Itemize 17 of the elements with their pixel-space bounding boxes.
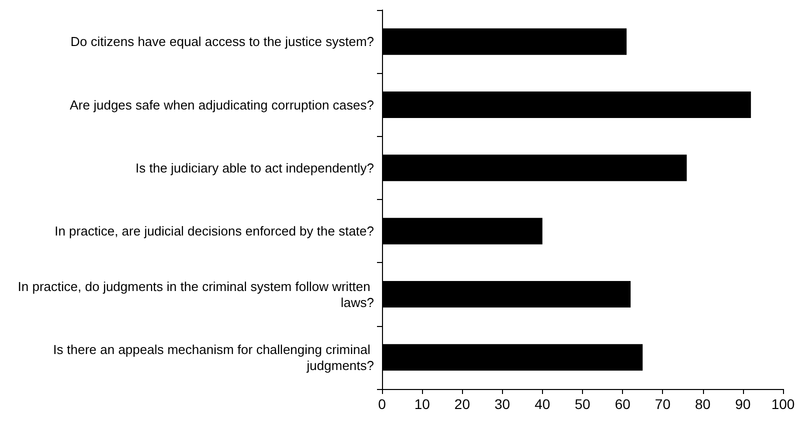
y-tick-label: In practice, do judgments in the criminal system follow written laws? xyxy=(18,278,374,310)
y-tick-label: Do citizens have equal access to the justice system? xyxy=(70,34,374,50)
x-tick-label: 80 xyxy=(695,396,711,412)
y-tick-label: In practice, are judicial decisions enforced by the state? xyxy=(54,224,374,239)
y-tick-label: Is the judiciary able to act independently? xyxy=(136,160,374,176)
x-tick-label: 30 xyxy=(494,396,510,412)
y-tick-label: Is there an appeals mechanism for challenging criminal judgments? xyxy=(53,342,374,373)
x-tick-label: 0 xyxy=(378,396,386,412)
x-tick-label: 50 xyxy=(574,396,590,412)
x-tick-label: 10 xyxy=(414,396,430,412)
x-tick-label: 100 xyxy=(771,396,795,412)
x-tick-label: 20 xyxy=(454,396,470,412)
x-tick-label: 40 xyxy=(534,396,550,412)
x-tick-label: 60 xyxy=(614,396,631,412)
x-tick-label: 70 xyxy=(654,396,671,412)
y-tick-label: Are judges safe when adjudicating corruption cases? xyxy=(70,97,374,112)
x-tick-label: 90 xyxy=(735,396,751,412)
